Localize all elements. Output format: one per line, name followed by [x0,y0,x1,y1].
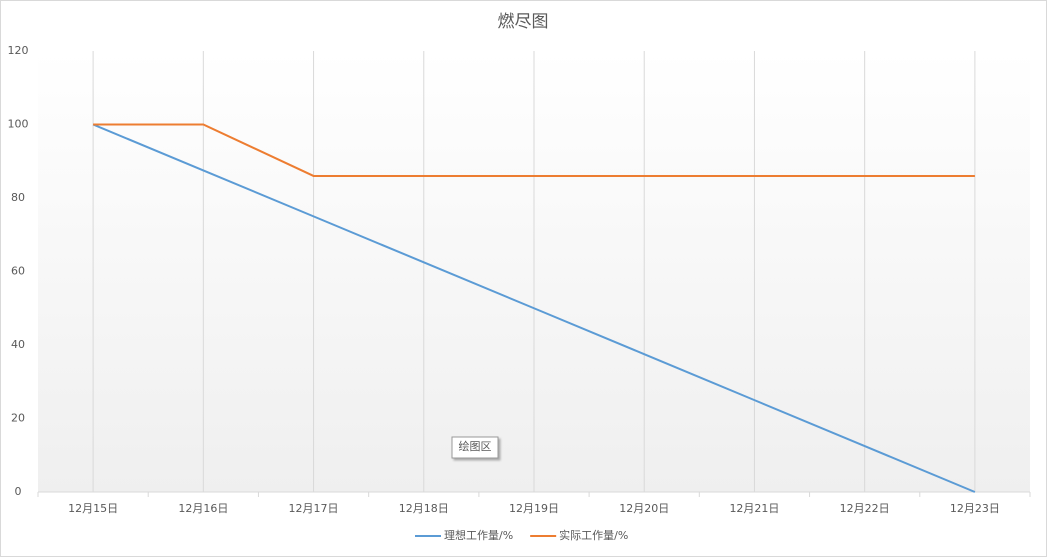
y-tick-label: 0 [15,485,22,498]
tooltip-text: 绘图区 [459,439,492,453]
y-tick-label: 60 [11,265,25,278]
y-tick-label: 40 [11,338,25,351]
x-tick-label: 12月16日 [178,502,228,515]
x-tick-label: 12月17日 [289,502,339,515]
legend-label: 实际工作量/% [559,528,628,542]
y-tick-label: 80 [11,191,25,204]
tooltip: 绘图区 [451,436,499,459]
series-line [92,123,976,493]
y-tick-label: 120 [8,44,29,57]
tooltip-box [451,436,499,459]
series-line [93,123,975,177]
y-tick-label: 20 [11,412,25,425]
x-tick-label: 12月20日 [619,502,669,515]
x-tick-label: 12月15日 [68,502,118,515]
legend-label: 理想工作量/% [444,528,513,542]
x-tick-label: 12月23日 [950,502,1000,515]
chart-title: 燃尽图 [498,12,549,32]
x-tick-label: 12月22日 [840,502,890,515]
x-tick-label: 12月19日 [509,502,559,515]
y-tick-label: 100 [8,118,29,131]
x-tick-label: 12月18日 [399,502,449,515]
x-tick-label: 12月21日 [729,502,779,515]
